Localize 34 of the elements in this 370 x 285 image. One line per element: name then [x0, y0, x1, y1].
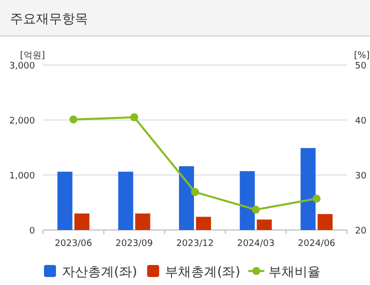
- x-tick-label: 2023/12: [176, 239, 214, 249]
- bar: [74, 214, 90, 230]
- y2-tick-label: 20: [355, 226, 367, 236]
- y2-axis-title: [%]: [354, 51, 370, 61]
- bar: [318, 214, 333, 230]
- y-tick-label: 1,000: [9, 172, 36, 182]
- point: [252, 206, 260, 214]
- point: [312, 194, 321, 203]
- bar: [300, 148, 316, 230]
- y-tick-label: 2,000: [9, 116, 36, 126]
- y-tick-label: 3,000: [9, 62, 36, 72]
- y2-tick-label: 30: [355, 172, 367, 182]
- y2-tick-label: 40: [355, 116, 367, 126]
- bar: [240, 171, 255, 230]
- y2-tick-label: 50: [355, 62, 367, 72]
- legend-label: 자산총계(좌): [62, 265, 138, 280]
- y-axis-title: [억원]: [20, 51, 46, 61]
- x-tick-label: 2024/06: [298, 239, 336, 249]
- x-tick-label: 2023/06: [54, 239, 92, 249]
- bar: [179, 166, 194, 230]
- point: [191, 188, 199, 196]
- x-tick-label: 2024/03: [237, 239, 274, 249]
- legend-label: 부채비율: [268, 265, 320, 280]
- point: [130, 113, 138, 122]
- legend-label: 부채총계(좌): [165, 265, 240, 280]
- point: [69, 115, 78, 124]
- bar: [135, 214, 150, 230]
- y-tick-label: 0: [29, 226, 36, 236]
- bar: [256, 220, 272, 230]
- bar: [118, 172, 134, 230]
- bar: [57, 172, 72, 230]
- x-tick-label: 2023/09: [116, 239, 154, 249]
- chart-title: 주요재무항목: [10, 12, 88, 27]
- bar: [196, 216, 211, 230]
